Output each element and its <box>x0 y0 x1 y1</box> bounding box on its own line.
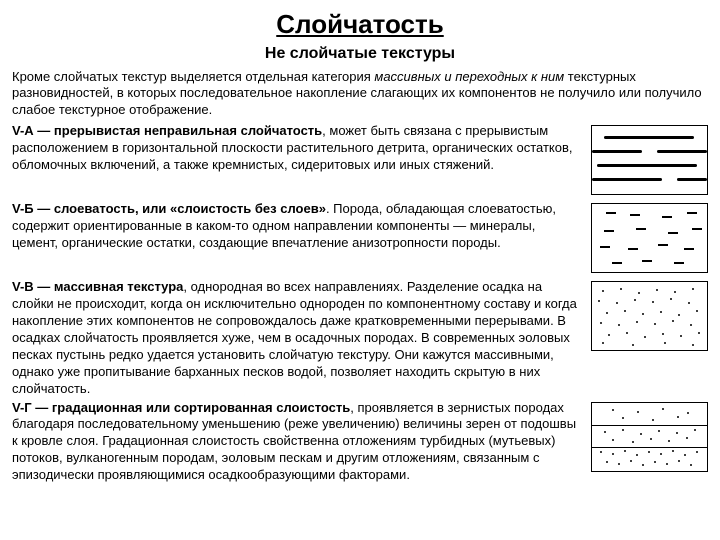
intro-emph: массивных и переходных к ним <box>374 69 564 84</box>
section-a: V-А — прерывистая неправильная слойчатос… <box>12 123 708 199</box>
section-c: V-В — массивная текстура, однородная во … <box>12 279 708 397</box>
sec-c-title: V-В — массивная текстура <box>12 279 183 294</box>
fig-graded <box>591 402 708 472</box>
sec-d-title: V-Г — градационная или сортированная сло… <box>12 400 350 415</box>
intro-pre: Кроме слойчатых текстур выделяется отдел… <box>12 69 374 84</box>
section-d: V-Г — градационная или сортированная сло… <box>12 400 708 484</box>
sec-b-title: V-Б — слоеватость, или «слоистость без с… <box>12 201 326 216</box>
section-b: V-Б — слоеватость, или «слоистость без с… <box>12 201 708 277</box>
page-subtitle: Не слойчатые текстуры <box>12 44 708 65</box>
sec-c-body: , однородная во всех направлениях. Разде… <box>12 279 577 395</box>
sec-a-title: V-А — прерывистая неправильная слойчатос… <box>12 123 322 138</box>
page-title: Слойчатость <box>12 8 708 42</box>
intro-paragraph: Кроме слойчатых текстур выделяется отдел… <box>12 69 708 120</box>
fig-lamination-without-layers <box>591 203 708 273</box>
fig-irregular-bedding <box>591 125 708 195</box>
fig-massive <box>591 281 708 351</box>
